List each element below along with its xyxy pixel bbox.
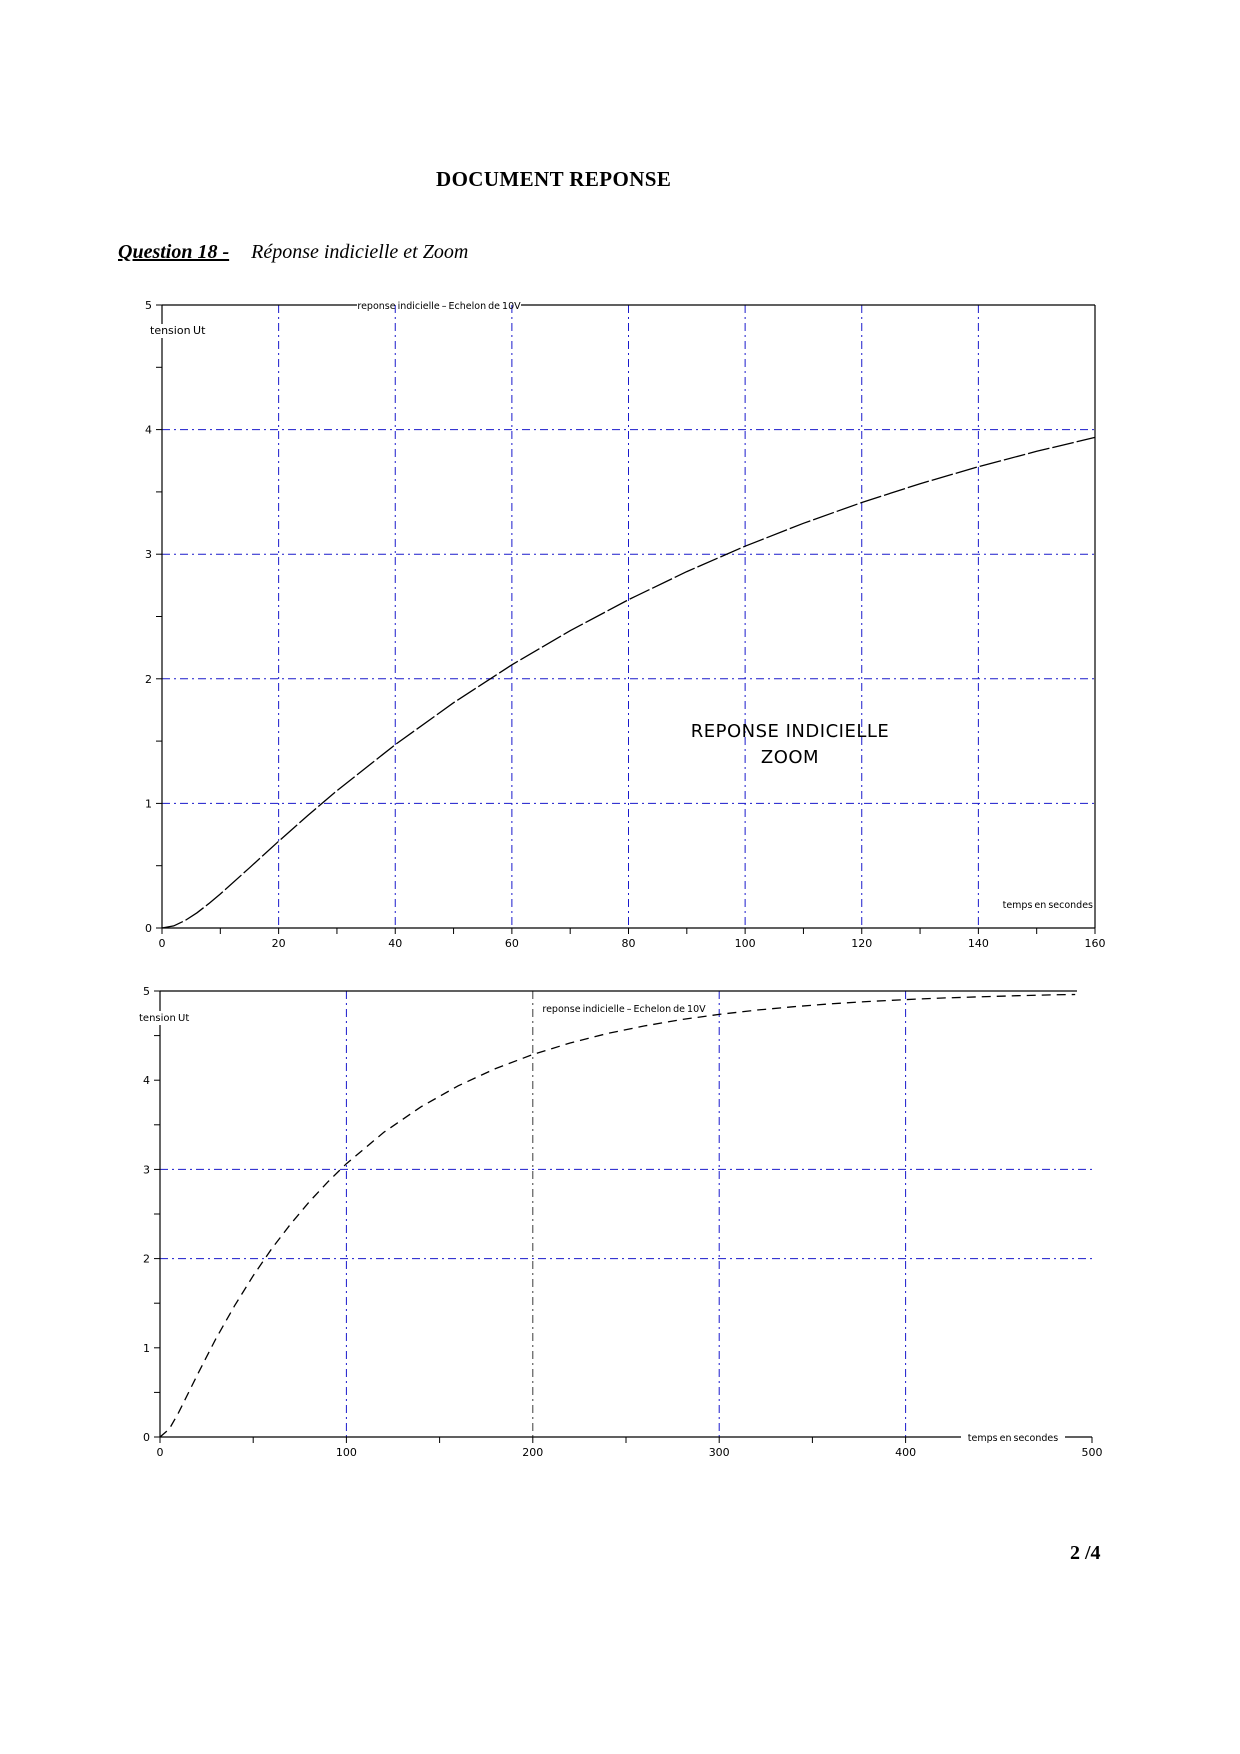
y-tick-label-1: 1 xyxy=(143,1342,150,1355)
y-tick-label-3: 3 xyxy=(143,1163,150,1176)
response-curve xyxy=(161,436,1096,929)
y-tick-label-0: 0 xyxy=(143,1431,150,1444)
x-label-backing xyxy=(961,1432,1065,1444)
x-tick-label-0: 0 xyxy=(159,937,166,950)
question-label: Question 18 - xyxy=(118,241,230,263)
x-tick-label-300: 300 xyxy=(709,1446,730,1459)
x-axis-label: temps en secondes xyxy=(968,1433,1058,1444)
x-tick-labels: 0 100 200 300 400 500 xyxy=(157,1446,1103,1459)
y-tick-label-4: 4 xyxy=(145,424,152,437)
chart-title: reponse indicielle – Echelon de 10V xyxy=(357,301,521,312)
y-axis-label: tension Ut xyxy=(139,1013,189,1024)
y-tick-label-0: 0 xyxy=(145,922,152,935)
x-tick-label-120: 120 xyxy=(851,937,872,950)
y-tick-label-2: 2 xyxy=(143,1253,150,1266)
y-tick-label-1: 1 xyxy=(145,797,152,810)
y-tick-labels: 0 1 2 3 4 5 xyxy=(145,299,152,935)
question-title: Réponse indicielle et Zoom xyxy=(251,241,469,263)
ticks xyxy=(156,304,1096,934)
x-tick-label-0: 0 xyxy=(157,1446,164,1459)
axes xyxy=(159,990,1092,1438)
y-tick-label-5: 5 xyxy=(143,985,150,998)
x-tick-labels: 0 20 40 60 80 100 120 140 160 xyxy=(159,937,1106,950)
x-tick-label-100: 100 xyxy=(735,937,756,950)
chart-title: reponse indicielle – Echelon de 10V xyxy=(542,1004,706,1015)
response-curve xyxy=(159,993,1076,1438)
question-line: Question 18 - Réponse indicielle et Zoom xyxy=(118,241,468,264)
x-tick-label-60: 60 xyxy=(505,937,519,950)
horizontal-gridlines xyxy=(162,429,1095,804)
page-number: 2 /4 xyxy=(1070,1542,1101,1564)
vertical-gridlines xyxy=(278,305,979,928)
y-tick-label-4: 4 xyxy=(143,1074,150,1087)
y-label-backing xyxy=(148,324,220,338)
x-tick-label-500: 500 xyxy=(1082,1446,1103,1459)
x-tick-label-40: 40 xyxy=(388,937,402,950)
y-tick-label-2: 2 xyxy=(145,673,152,686)
y-tick-label-5: 5 xyxy=(145,299,152,312)
x-axis-label: temps en secondes xyxy=(1003,900,1093,911)
chart-step-response-full: 0 100 200 300 400 500 0 1 2 3 4 5 reponse indicielle… xyxy=(137,985,1103,1459)
x-tick-label-20: 20 xyxy=(272,937,286,950)
x-tick-label-80: 80 xyxy=(622,937,636,950)
y-label-backing xyxy=(137,1011,209,1025)
y-axis-label: tension Ut xyxy=(150,324,206,337)
x-tick-label-160: 160 xyxy=(1085,937,1106,950)
document-title: DOCUMENT REPONSE xyxy=(436,167,672,191)
x-tick-label-400: 400 xyxy=(895,1446,916,1459)
annotation-line1: REPONSE INDICIELLE xyxy=(691,721,890,742)
x-tick-label-140: 140 xyxy=(968,937,989,950)
y-tick-labels: 0 1 2 3 4 5 xyxy=(143,985,150,1444)
y-tick-label-3: 3 xyxy=(145,548,152,561)
horizontal-gridlines xyxy=(160,1168,1092,1260)
chart-step-response-zoom: 0 20 40 60 80 100 120 140 160 0 1 2 3 4 5 reponse indic… xyxy=(145,299,1106,950)
x-tick-label-100: 100 xyxy=(336,1446,357,1459)
ticks xyxy=(154,990,1093,1443)
x-tick-label-200: 200 xyxy=(522,1446,543,1459)
annotation-line2: ZOOM xyxy=(761,747,819,768)
vertical-gridlines xyxy=(345,991,907,1437)
